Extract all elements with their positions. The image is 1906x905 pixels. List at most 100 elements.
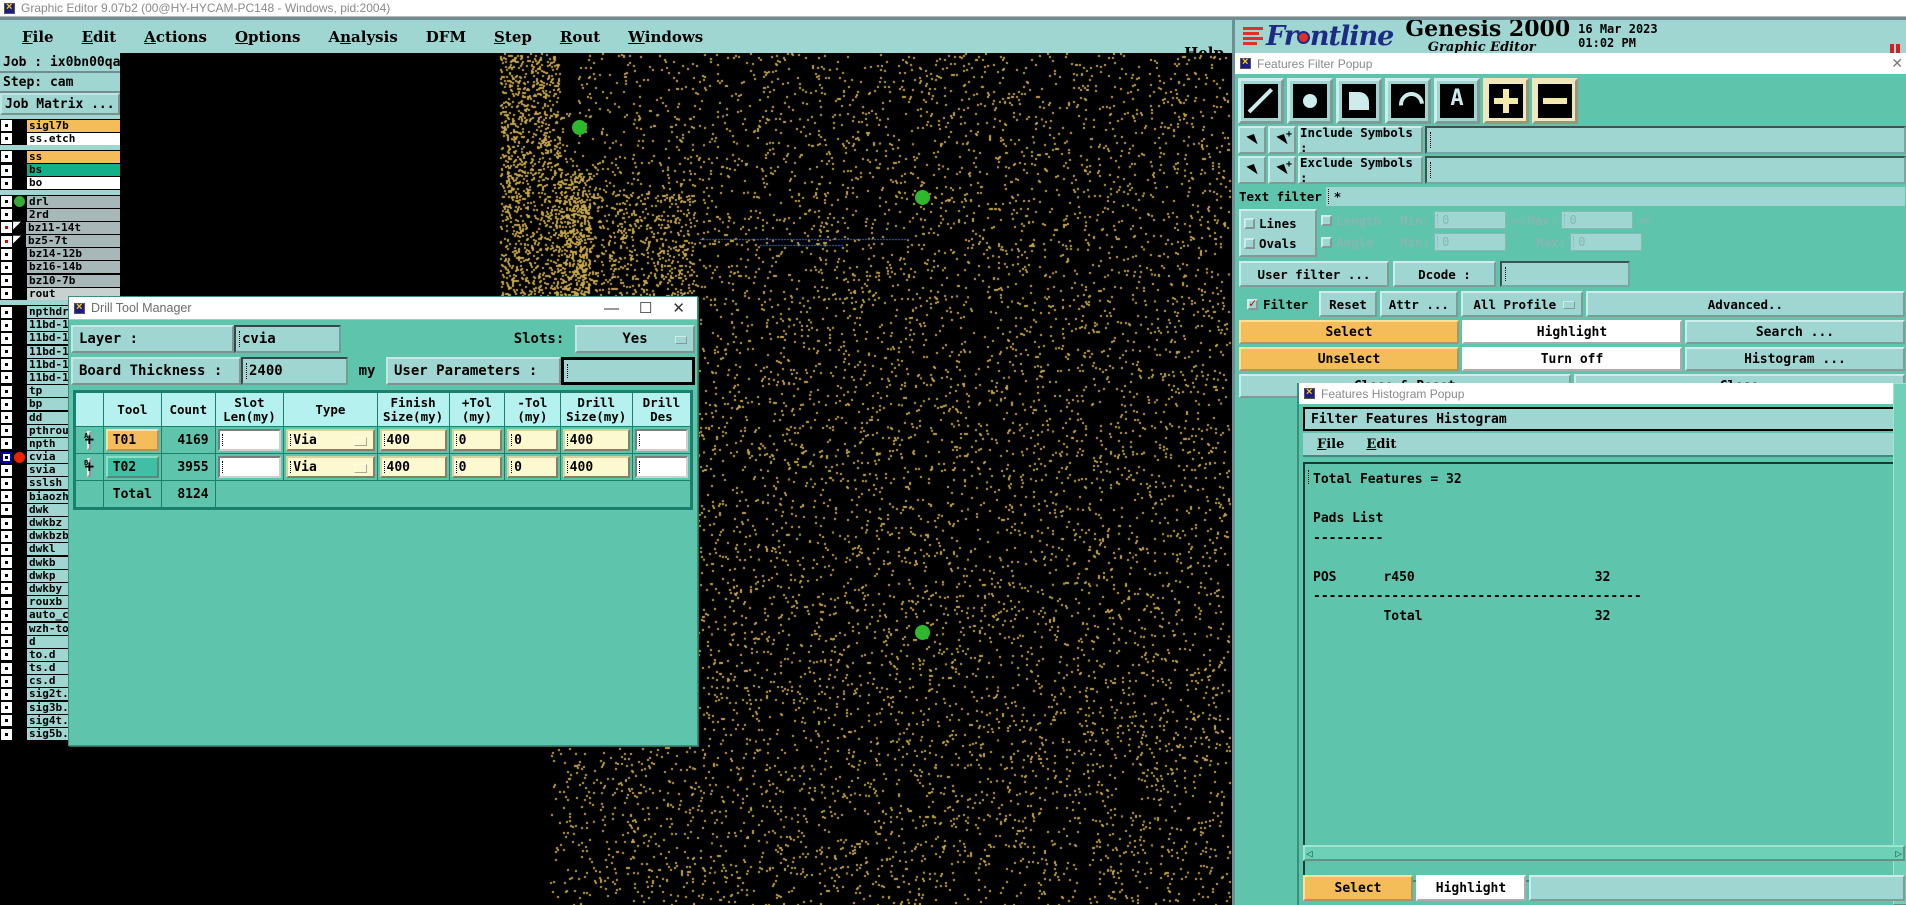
finish-size-cell[interactable]: 400: [376, 426, 450, 454]
layer-checkbox[interactable]: [1, 425, 12, 437]
layer-checkbox[interactable]: [1, 596, 12, 608]
layer-name[interactable]: 2rd: [27, 208, 120, 221]
slot-len-input[interactable]: [217, 429, 282, 451]
menu-step[interactable]: Step: [494, 27, 532, 46]
layer-checkbox[interactable]: [1, 728, 12, 740]
dtm-maximize-button[interactable]: ☐: [638, 299, 653, 317]
all-profile-dropdown[interactable]: All Profile: [1460, 291, 1583, 317]
fhp-menu-edit[interactable]: Edit: [1366, 436, 1397, 452]
layer-name[interactable]: bz11-14t: [26, 221, 120, 234]
type-cell[interactable]: Via: [283, 426, 378, 454]
slots-dropdown[interactable]: Yes: [575, 325, 695, 353]
board-thickness-input[interactable]: 2400: [241, 357, 348, 385]
filter-checkbox-group[interactable]: Filter: [1239, 291, 1316, 317]
layer-checkbox[interactable]: [1, 306, 12, 318]
layer-checkbox[interactable]: [1, 702, 12, 714]
fhp-vertical-scrollbar[interactable]: [1893, 383, 1906, 905]
turn-off-button[interactable]: Turn off: [1462, 347, 1682, 371]
text-filter-input[interactable]: *: [1325, 187, 1905, 206]
length-min-input[interactable]: 0: [1434, 211, 1507, 229]
slot-len-cell[interactable]: [214, 426, 285, 454]
tol-minus-cell[interactable]: 0: [504, 426, 561, 454]
fhp-highlight-button[interactable]: Highlight: [1416, 875, 1526, 901]
layer-name[interactable]: ss.etch: [27, 132, 120, 145]
layer-checkbox[interactable]: [1, 398, 12, 410]
tol-minus-cell[interactable]: 0: [504, 453, 561, 481]
layer-checkbox[interactable]: [1, 609, 12, 621]
drill-des-input[interactable]: [634, 456, 688, 478]
tool-value[interactable]: T02: [105, 456, 159, 478]
pad-icon[interactable]: [1287, 78, 1333, 124]
layer-name[interactable]: bo: [27, 177, 120, 190]
length-max-input[interactable]: 0: [1561, 211, 1634, 229]
layer-row-bz5-7t[interactable]: bz5-7t: [0, 235, 120, 248]
layer-checkbox[interactable]: [1, 346, 12, 358]
slot-len-cell[interactable]: [214, 453, 285, 481]
select-button[interactable]: Select: [1239, 320, 1459, 344]
layer-name[interactable]: bz5-7t: [26, 235, 120, 248]
tol-minus-input[interactable]: 0: [507, 456, 558, 478]
layer-row-bz16-14b[interactable]: bz16-14b: [0, 261, 120, 274]
layer-checkbox[interactable]: [1, 261, 12, 273]
layer-row-bo[interactable]: bo: [0, 177, 120, 190]
layer-checkbox[interactable]: [1, 359, 12, 371]
layer-row-bs[interactable]: bs: [0, 164, 120, 177]
tool-cell[interactable]: T02: [102, 453, 162, 481]
layer-row-bz14-12b[interactable]: bz14-12b: [0, 248, 120, 261]
scroll-right-icon[interactable]: ▷: [1895, 846, 1902, 860]
features-filter-popup[interactable]: Features Filter Popup ✕ + Include Symbol…: [1235, 53, 1906, 398]
reset-button[interactable]: Reset: [1319, 291, 1377, 317]
negative-icon[interactable]: [1532, 78, 1578, 124]
layer-row-bz11-14t[interactable]: bz11-14t: [0, 221, 120, 234]
layer-checkbox[interactable]: [1, 649, 12, 661]
include-pick-add-icon[interactable]: +: [1268, 126, 1296, 154]
shape-filter-buttons[interactable]: [1235, 74, 1906, 124]
advanced-button[interactable]: Advanced..: [1585, 291, 1905, 317]
layer-checkbox[interactable]: [1, 451, 12, 463]
exclude-symbols-input[interactable]: [1425, 156, 1906, 184]
layer-checkbox[interactable]: [1, 715, 12, 727]
surface-icon[interactable]: [1336, 78, 1382, 124]
tool-cell[interactable]: T01: [102, 426, 162, 454]
dtm-minimize-button[interactable]: —: [603, 299, 619, 317]
finish-size-input[interactable]: 400: [379, 456, 447, 478]
layer-checkbox[interactable]: [1, 477, 12, 489]
ovals-row[interactable]: Ovals: [1244, 233, 1312, 253]
finish-size-input[interactable]: 400: [379, 429, 447, 451]
tol-plus-cell[interactable]: 0: [448, 426, 506, 454]
fhp-menu-file[interactable]: File: [1317, 436, 1345, 452]
layer-name[interactable]: bz16-14b: [27, 261, 120, 274]
unselect-button[interactable]: Unselect: [1239, 347, 1459, 371]
layer-checkbox[interactable]: [1, 570, 12, 582]
type-dropdown[interactable]: Via: [286, 456, 375, 478]
layer-checkbox[interactable]: [1, 332, 12, 344]
features-histogram-popup[interactable]: Features Histogram Popup ✕ Filter Featur…: [1297, 383, 1906, 905]
layer-checkbox[interactable]: [1, 196, 12, 208]
fhp-horizontal-scrollbar[interactable]: ◁ ▷: [1303, 845, 1905, 861]
ffp-close-icon[interactable]: ✕: [1891, 55, 1903, 71]
positive-icon[interactable]: [1483, 78, 1529, 124]
layer-checkbox[interactable]: [1, 288, 12, 300]
user-parameters-input[interactable]: [561, 357, 695, 385]
layer-row-ss.etch[interactable]: ss.etch: [0, 132, 120, 145]
layer-checkbox[interactable]: [1, 248, 12, 260]
drill-des-cell[interactable]: [631, 453, 692, 481]
layer-name[interactable]: ss: [27, 150, 120, 163]
layer-checkbox[interactable]: [1, 177, 12, 189]
layer-name[interactable]: bz10-7b: [27, 274, 120, 287]
layer-checkbox[interactable]: [1, 164, 12, 176]
tol-minus-input[interactable]: 0: [507, 429, 558, 451]
drill-tool-manager-dialog[interactable]: Drill Tool Manager — ☐ ✕ Layer : cvia Sl…: [68, 296, 698, 746]
line-icon[interactable]: [1238, 78, 1284, 124]
tol-plus-input[interactable]: 0: [451, 429, 503, 451]
menu-dfm[interactable]: DFM: [425, 27, 467, 46]
menu-windows[interactable]: Windows: [628, 27, 704, 46]
layer-row-sigl7b[interactable]: sigl7b: [0, 119, 120, 132]
layer-checkbox[interactable]: [1, 623, 12, 635]
type-dropdown[interactable]: Via: [286, 429, 375, 451]
layer-checkbox[interactable]: [1, 636, 12, 648]
layer-row-ss[interactable]: ss: [0, 150, 120, 163]
layer-checkbox[interactable]: [1, 504, 12, 516]
row-expand-cell[interactable]: B: [75, 453, 104, 481]
